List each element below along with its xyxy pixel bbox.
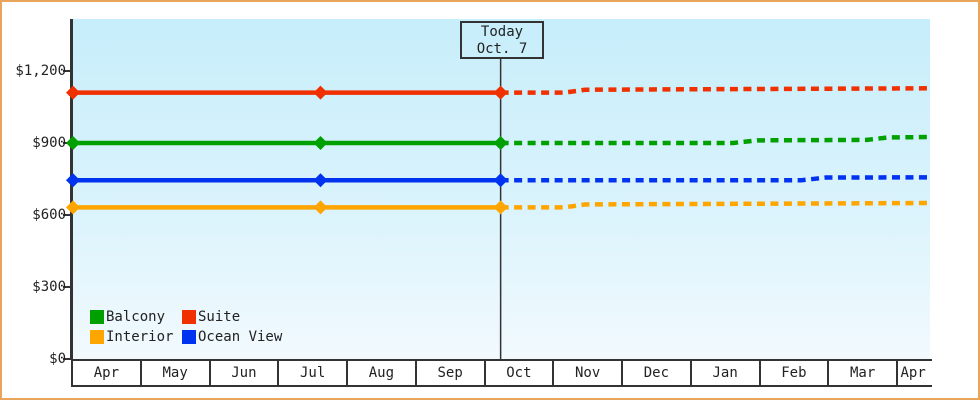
month-cell-dec: Dec [621,361,690,385]
legend-label: Ocean View [198,329,283,345]
y-axis-tick-label: $600 [32,207,66,223]
legend-swatch-icon [182,310,196,324]
today-marker-box: Today Oct. 7 [460,21,544,59]
legend-label: Balcony [106,309,166,325]
legend-swatch-icon [182,330,196,344]
x-axis-month-row: Apr May Jun Jul Aug Sep Oct Nov Dec Jan Feb Mar Apr [71,359,932,387]
month-cell-apr-2: Apr [896,361,928,385]
month-cell-jan: Jan [689,361,759,385]
legend-swatch-icon [90,330,104,344]
month-cell-feb: Feb [758,361,828,385]
legend-label: Interior [106,329,174,345]
month-cell-may: May [139,361,209,385]
legend-item-balcony: Balcony [90,308,182,326]
today-label: Today [480,24,524,40]
month-cell-aug: Aug [346,361,415,385]
y-axis-tick-label: $0 [49,351,66,367]
y-axis-tick-label: $900 [32,135,66,151]
legend: Balcony Suite Interior Ocean View [90,308,282,346]
legend-item-ocean-view: Ocean View [182,328,282,346]
plot-area-background [73,19,930,359]
month-cell-oct: Oct [483,361,553,385]
today-date: Oct. 7 [476,41,528,57]
legend-swatch-icon [90,310,104,324]
month-cell-jun: Jun [208,361,278,385]
legend-item-suite: Suite [182,308,282,326]
legend-label: Suite [198,309,241,325]
y-axis-tick-label: $1,200 [15,63,66,79]
month-cell-jul: Jul [277,361,346,385]
month-cell-mar: Mar [827,361,896,385]
month-cell-nov: Nov [552,361,621,385]
y-axis-tick-label: $300 [32,279,66,295]
month-cell-apr: Apr [71,361,140,385]
month-cell-sep: Sep [414,361,484,385]
legend-item-interior: Interior [90,328,182,346]
